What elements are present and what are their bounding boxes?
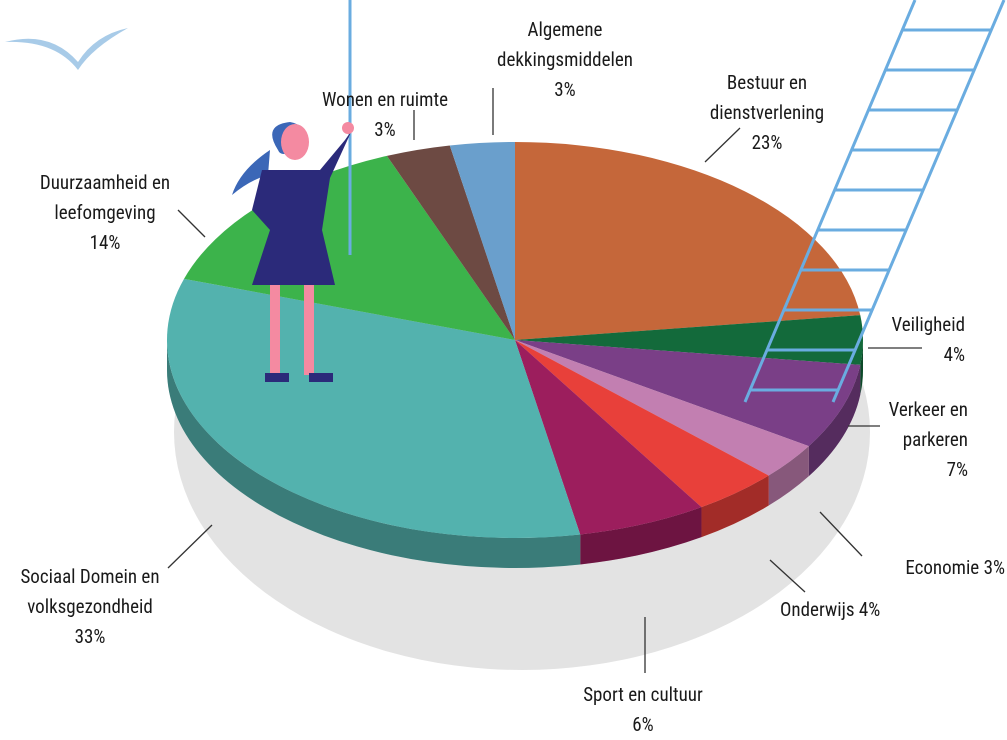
category-name: Onderwijs — [780, 598, 855, 621]
category-name: Economie — [905, 556, 979, 579]
value-label: 3% — [290, 115, 480, 145]
category-name: Duurzaamheid en leefomgeving — [5, 168, 205, 228]
bird — [5, 28, 128, 70]
category-name: Sport en cultuur — [583, 683, 703, 706]
slice-label: Onderwijs 4% — [780, 595, 925, 625]
value-label: 4% — [859, 598, 880, 621]
value-label: 3% — [480, 75, 650, 105]
value-label: 7% — [858, 455, 968, 485]
category-name: Bestuur en dienstverlening — [682, 68, 852, 128]
category-name: Algemene dekkingsmiddelen — [480, 15, 650, 75]
page: {"chart_data": {"type": "pie3d", "catego… — [0, 0, 1007, 739]
value-label: 14% — [5, 228, 205, 258]
value-label: 33% — [0, 622, 180, 652]
category-name: Verkeer en parkeren — [858, 395, 968, 455]
category-name: Wonen en ruimte — [290, 85, 480, 115]
value-label: 3% — [984, 556, 1005, 579]
value-label: 6% — [632, 713, 653, 736]
category-name: Veiligheid — [870, 310, 965, 340]
category-name: Sociaal Domein en volksgezondheid — [0, 562, 180, 622]
value-label: 23% — [682, 128, 852, 158]
value-label: 4% — [870, 340, 965, 370]
slice-label: Sport en cultuur 6% — [583, 680, 703, 740]
slice-label: Economie 3% — [860, 553, 1005, 583]
